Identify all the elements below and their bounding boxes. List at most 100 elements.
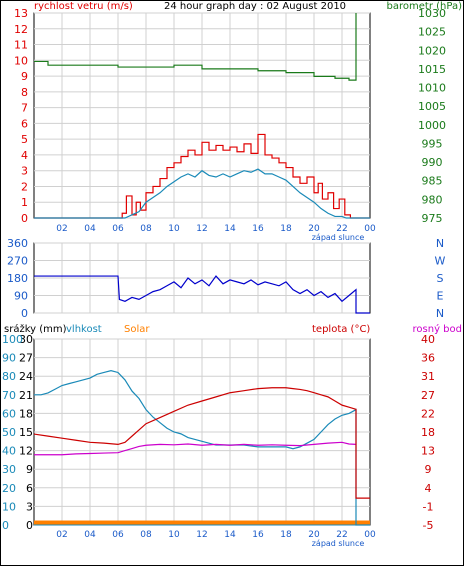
- temperature-tick-label: 22: [421, 407, 435, 420]
- compass-letter: N: [436, 307, 444, 320]
- x-tick-label-bottom: 02: [56, 530, 67, 540]
- wind-tick-label: 13: [14, 7, 28, 20]
- x-tick-label-top: 14: [224, 224, 236, 234]
- temperature-tick-label: 9: [425, 463, 432, 476]
- x-tick-label-top: 04: [84, 224, 96, 234]
- direction-tick-label: 0: [21, 307, 28, 320]
- compass-letter: E: [437, 290, 444, 303]
- rain-tick-label: 6: [26, 482, 33, 495]
- pressure-tick-label: 1005: [418, 100, 446, 113]
- humidity-tick-label: 90: [2, 352, 16, 365]
- x-tick-label-top: 20: [308, 224, 320, 234]
- pressure-tick-label: 1025: [418, 26, 446, 39]
- humidity-tick-label: 20: [2, 482, 16, 495]
- wind-tick-label: 4: [21, 149, 28, 162]
- x-tick-label-bottom: 16: [252, 530, 264, 540]
- rain-tick-label: 0: [26, 519, 33, 532]
- x-tick-label-bottom: 20: [308, 530, 320, 540]
- pressure-tick-label: 990: [422, 156, 443, 169]
- temperature-tick-label: 4: [425, 482, 432, 495]
- wind-tick-label: 12: [14, 23, 28, 36]
- wind-average-series: [34, 168, 370, 219]
- dewpoint-series: [34, 441, 357, 456]
- compass-letter: W: [435, 255, 446, 268]
- temperature-series: [33, 387, 370, 499]
- temperature-tick-label: 31: [421, 370, 435, 383]
- humidity-tick-label: 0: [2, 519, 9, 532]
- direction-tick-label: 270: [7, 255, 28, 268]
- chart-title: 24 hour graph day : 02 August 2010: [164, 1, 346, 12]
- rain-tick-label: 15: [19, 426, 33, 439]
- rain-tick-label: 27: [19, 352, 33, 365]
- temperature-tick-label: 18: [421, 426, 435, 439]
- series-lines: [33, 13, 370, 526]
- x-tick-label-bottom: 06: [112, 530, 124, 540]
- wind-tick-label: 3: [21, 165, 28, 178]
- rain-tick-label: 3: [26, 500, 33, 513]
- x-tick-label-top: 18: [280, 224, 292, 234]
- rain-tick-label: 30: [19, 333, 33, 346]
- pressure-tick-label: 1030: [418, 7, 446, 20]
- humidity-tick-label: 50: [2, 426, 16, 439]
- sunset-note-top: západ slunce: [312, 233, 365, 242]
- x-tick-label-top: 22: [336, 224, 347, 234]
- compass-letter: N: [436, 237, 444, 250]
- wind-tick-label: 11: [14, 39, 28, 52]
- x-tick-label-bottom: 12: [196, 530, 207, 540]
- wind-axis-label: rychlost vetru (m/s): [34, 1, 133, 12]
- x-tick-label-bottom: 22: [336, 530, 347, 540]
- direction-tick-label: 90: [14, 290, 28, 303]
- temperature-tick-label: 36: [421, 352, 435, 365]
- solar-axis-label: Solar: [124, 324, 150, 335]
- wind-tick-label: 7: [21, 102, 28, 115]
- x-tick-label-top: 02: [56, 224, 67, 234]
- wind-tick-label: 10: [14, 54, 28, 67]
- rain-tick-label: 21: [19, 389, 33, 402]
- pressure-tick-label: 1020: [418, 44, 446, 57]
- humidity-axis-label: vlhkost: [66, 324, 102, 335]
- wind-tick-label: 2: [21, 180, 28, 193]
- pressure-tick-label: 995: [422, 137, 443, 150]
- wind-tick-label: 5: [21, 133, 28, 146]
- temperature-tick-label: -1: [423, 500, 434, 513]
- humidity-tick-label: 30: [2, 463, 16, 476]
- wind-tick-label: 9: [21, 70, 28, 83]
- rain-tick-label: 18: [19, 407, 33, 420]
- rain-axis-label: srážky (mm): [4, 323, 67, 335]
- rain-tick-label: 24: [19, 370, 33, 383]
- wind-tick-label: 8: [21, 86, 28, 99]
- rain-tick-label: 9: [26, 463, 33, 476]
- humidity-tick-label: 40: [2, 445, 16, 458]
- wind-tick-label: 6: [21, 117, 28, 130]
- wind-direction-series: [34, 275, 370, 314]
- pressure-tick-label: 1015: [418, 63, 446, 76]
- pressure-tick-label: 985: [422, 175, 443, 188]
- temperature-axis-label: teplota (°C): [312, 324, 370, 335]
- temperature-tick-label: 40: [421, 333, 435, 346]
- humidity-tick-label: 60: [2, 407, 16, 420]
- sunset-note-bottom: západ slunce: [312, 539, 365, 548]
- wind-tick-label: 0: [21, 212, 28, 225]
- solar-series: [34, 520, 370, 525]
- direction-tick-label: 360: [7, 237, 28, 250]
- humidity-tick-label: 100: [2, 333, 23, 346]
- x-tick-label-top: 06: [112, 224, 124, 234]
- rain-tick-label: 12: [19, 445, 33, 458]
- x-tick-label-bottom: 00: [364, 530, 376, 540]
- pressure-tick-label: 1010: [418, 82, 446, 95]
- wind-gust-series: [34, 133, 370, 219]
- x-tick-label-bottom: 08: [140, 530, 152, 540]
- dewpoint-axis-label: rosný bod: [413, 323, 462, 335]
- pressure-tick-label: 1000: [418, 119, 446, 132]
- wind-tick-label: 1: [21, 196, 28, 209]
- pressure-tick-label: 980: [422, 193, 443, 206]
- pressure-axis-label: barometr (hPa): [387, 1, 463, 12]
- x-tick-label-bottom: 18: [280, 530, 292, 540]
- humidity-tick-label: 10: [2, 500, 16, 513]
- x-tick-label-top: 08: [140, 224, 152, 234]
- temperature-tick-label: 27: [421, 389, 435, 402]
- x-tick-label-top: 10: [168, 224, 180, 234]
- humidity-series: [34, 369, 370, 526]
